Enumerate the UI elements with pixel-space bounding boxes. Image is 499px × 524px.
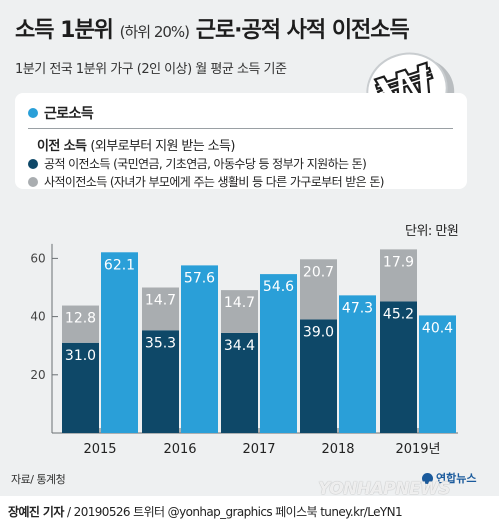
source-label: 자료/ 통계청 xyxy=(11,473,66,486)
data-label-public: 35.3 xyxy=(145,335,176,351)
bar-private xyxy=(380,249,417,302)
bar-chart: 20 40 60 31.0 12.8 62.1 2015 35.3 14.7 57.6 2016 34… xyxy=(30,243,458,457)
bar-private xyxy=(142,287,179,331)
data-label-private: 17.9 xyxy=(383,254,414,270)
bar-public xyxy=(62,342,99,433)
data-label-labor: 54.6 xyxy=(263,279,294,295)
legend-item-labor: 근로소득 xyxy=(28,103,94,123)
bar-public xyxy=(300,319,337,433)
x-tick-label: 2018 xyxy=(321,442,354,457)
legend-divider xyxy=(28,128,453,129)
unit-label: 단위: 만원 xyxy=(405,224,459,239)
bar-public xyxy=(221,332,258,433)
data-label-public: 45.2 xyxy=(383,306,414,322)
private-dot-icon xyxy=(28,176,38,187)
bar-public xyxy=(142,330,179,433)
bar-private xyxy=(62,305,99,343)
bar-public xyxy=(380,301,417,433)
footer-bar: 장예진 기자 / 20190526 트위터 @yonhap_graphics 페… xyxy=(0,496,499,524)
page-title: 소득 1분위 (하위 20%) 근로·공적 사적 이전소득 xyxy=(15,12,410,44)
x-tick-label: 2019년 xyxy=(395,442,440,457)
legend-transfer-desc: (외부로부터 지원 받는 소득) xyxy=(90,139,235,154)
legend-transfer-heading: 이전 소득 (외부로부터 지원 받는 소득) xyxy=(37,135,235,154)
data-label-private: 12.8 xyxy=(65,311,96,327)
data-label-public: 31.0 xyxy=(65,348,96,364)
data-label-labor: 62.1 xyxy=(104,257,135,273)
legend-item-public: 공적 이전소득 (국민연금, 기초연금, 아동수당 등 정부가 지원하는 돈) xyxy=(28,155,367,172)
data-label-labor: 47.3 xyxy=(342,300,373,316)
bar-labor xyxy=(101,252,138,433)
legend-item-private: 사적이전소득 (자녀가 부모에게 주는 생활비 등 다른 가구로부터 받은 돈) xyxy=(28,173,384,190)
legend-public-label: 공적 이전소득 (국민연금, 기초연금, 아동수당 등 정부가 지원하는 돈) xyxy=(44,157,367,171)
title-rest: 근로·공적 사적 이전소득 xyxy=(195,18,410,43)
data-label-labor: 40.4 xyxy=(422,320,453,336)
legend-labor-label: 근로소득 xyxy=(44,106,94,122)
bar-labor xyxy=(339,295,376,433)
page-subtitle: 1분기 전국 1분위 가구 (2인 이상) 월 평균 소득 기준 xyxy=(15,62,287,77)
data-label-public: 39.0 xyxy=(303,325,334,341)
legend-private-label: 사적이전소득 (자녀가 부모에게 주는 생활비 등 다른 가구로부터 받은 돈) xyxy=(44,175,384,189)
logo-text: 연합뉴스 xyxy=(436,472,477,485)
public-dot-icon xyxy=(28,158,38,169)
bar-labor xyxy=(181,265,218,433)
data-label-private: 14.7 xyxy=(145,293,176,309)
y-tick-label: 40 xyxy=(30,310,45,324)
watermark: YONHAPNEWS xyxy=(318,479,451,499)
data-label-private: 20.7 xyxy=(303,264,334,280)
data-label-private: 14.7 xyxy=(224,295,255,311)
y-tick-label: 60 xyxy=(30,251,45,265)
x-tick-label: 2017 xyxy=(242,442,275,457)
x-tick-label: 2015 xyxy=(83,442,116,457)
title-main: 소득 1분위 xyxy=(15,18,114,43)
bar-private xyxy=(300,259,337,320)
y-tick-label: 20 xyxy=(30,368,45,382)
bar-private xyxy=(221,290,258,333)
title-paren: (하위 20%) xyxy=(119,23,190,41)
x-tick-label: 2016 xyxy=(163,442,196,457)
bar-labor xyxy=(419,315,456,433)
labor-dot-icon xyxy=(28,108,38,118)
bar-labor xyxy=(260,274,297,433)
data-label-labor: 57.6 xyxy=(184,270,215,286)
credit-name: 장예진 기자 xyxy=(8,505,64,519)
credit-line: 장예진 기자 / 20190526 트위터 @yonhap_graphics 페… xyxy=(8,503,403,520)
legend: 근로소득 이전 소득 (외부로부터 지원 받는 소득) 공적 이전소득 (국민연… xyxy=(15,93,467,189)
data-label-public: 34.4 xyxy=(224,338,255,354)
yonhap-logo-icon xyxy=(422,472,433,484)
credit-rest: / 20190526 트위터 @yonhap_graphics 페이스북 tun… xyxy=(63,505,403,519)
legend-transfer-title: 이전 소득 xyxy=(37,139,87,154)
yonhap-logo: 연합뉴스 xyxy=(422,470,476,486)
